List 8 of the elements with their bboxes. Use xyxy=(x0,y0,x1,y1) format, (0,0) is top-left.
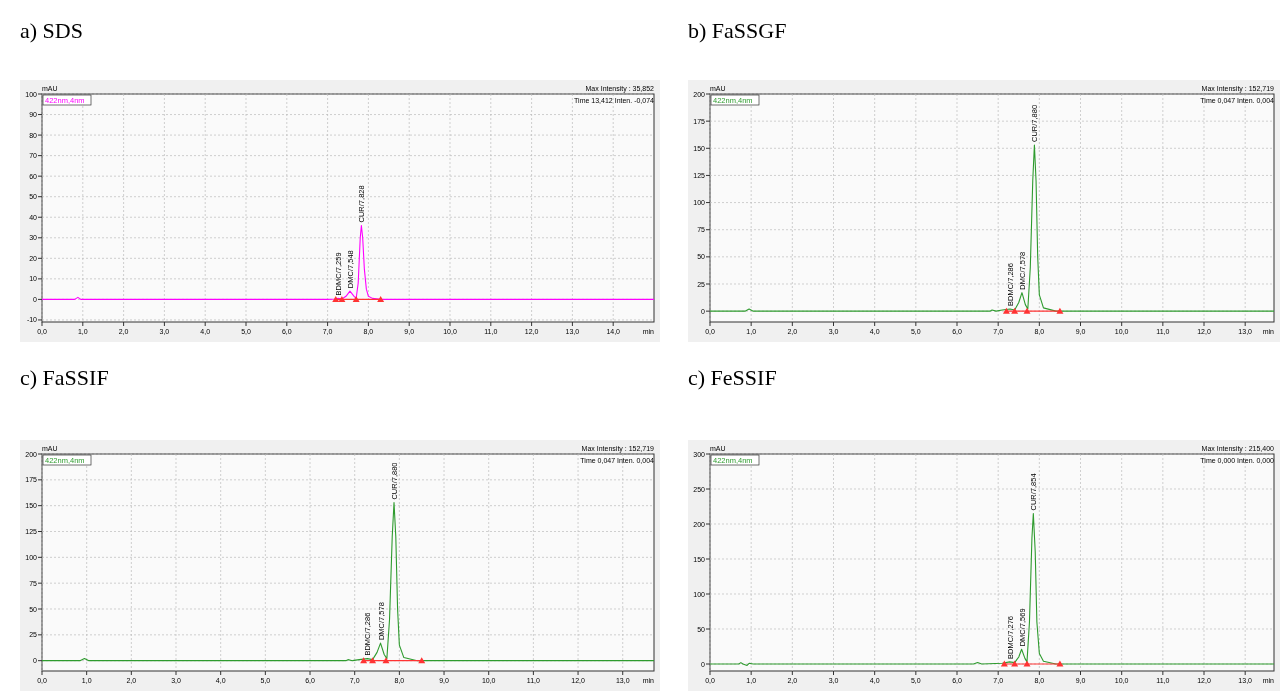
chart-title: b) FaSSGF xyxy=(688,18,787,43)
chart-title: c) FaSSIF xyxy=(20,365,109,390)
chart-title: c) FeSSIF xyxy=(688,365,777,390)
line-series xyxy=(41,502,655,662)
line-series xyxy=(709,512,1275,666)
line-series xyxy=(709,144,1275,312)
line-series xyxy=(41,224,655,300)
chart-title: a) SDS xyxy=(20,18,83,43)
